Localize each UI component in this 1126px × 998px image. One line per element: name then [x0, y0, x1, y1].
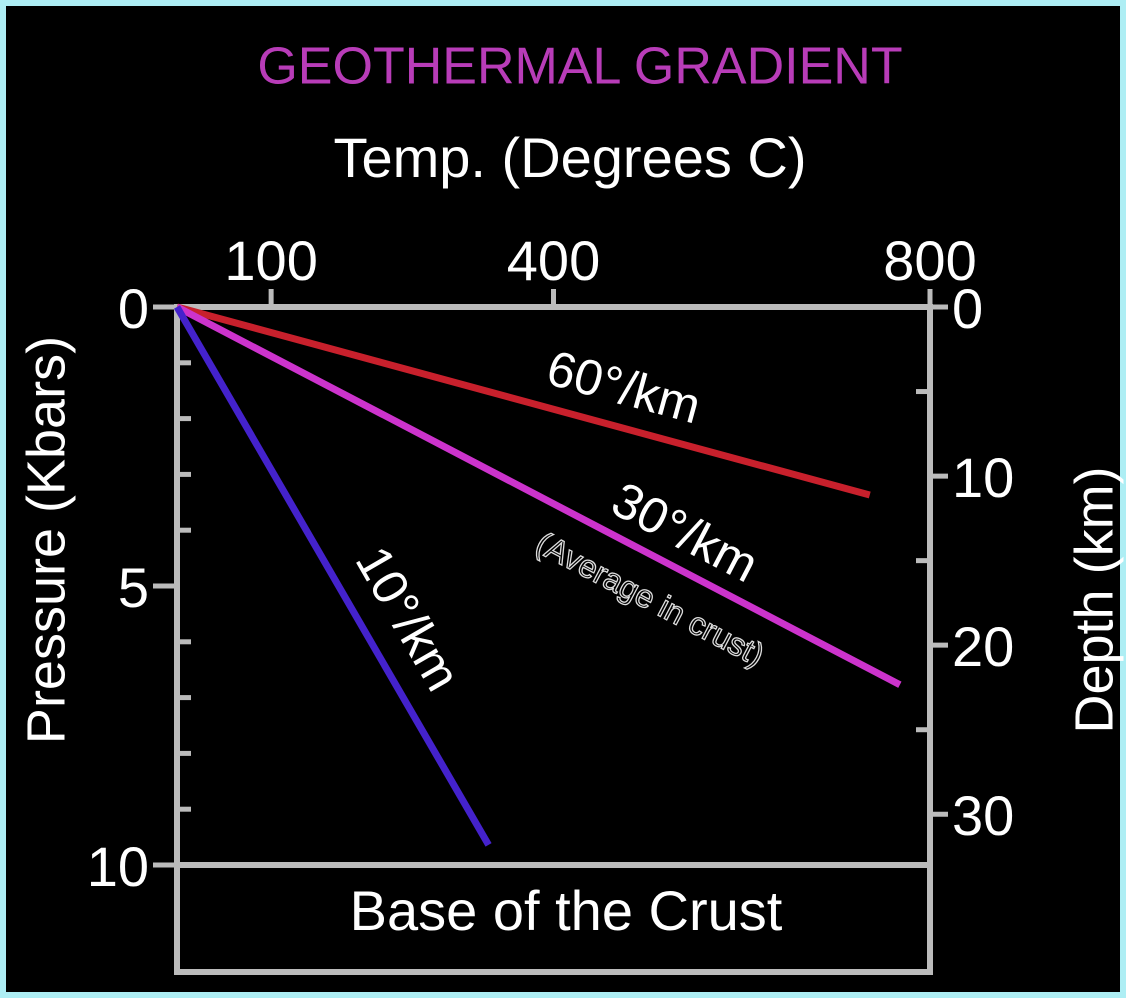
y2-tick-label: 30 [952, 784, 1014, 847]
series-line [175, 303, 902, 688]
series-line [173, 305, 492, 847]
chart-title: GEOTHERMAL GRADIENT [257, 38, 902, 96]
x-tick-label: 400 [507, 229, 600, 292]
series-line [176, 303, 871, 499]
y-axis-title: Pressure (Kbars) [16, 336, 76, 744]
y2-tick-label: 20 [952, 615, 1014, 678]
crust-base-box [174, 862, 933, 975]
y2-axis-title: Depth (km) [1064, 466, 1124, 733]
y-tick-label: 10 [87, 835, 149, 898]
x-tick-label: 800 [883, 229, 976, 292]
y-tick-label: 5 [118, 556, 149, 619]
footer-label: Base of the Crust [350, 879, 783, 942]
y2-tick-label: 0 [952, 277, 983, 340]
y2-tick-label: 10 [952, 446, 1014, 509]
x-tick-label: 100 [224, 229, 317, 292]
y-tick-label: 0 [118, 277, 149, 340]
x-axis-title: Temp. (Degrees C) [333, 126, 806, 189]
